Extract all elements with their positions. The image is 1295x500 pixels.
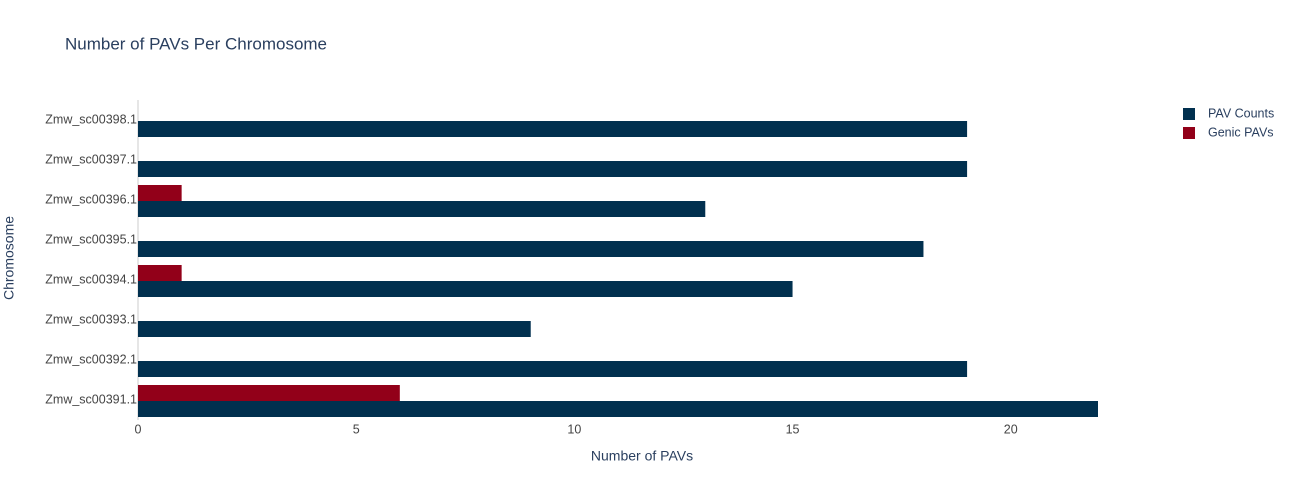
y-tick-label: Zmw_sc00395.1 — [45, 232, 137, 246]
y-tick-label: Zmw_sc00393.1 — [45, 312, 137, 326]
y-tick-label: Zmw_sc00398.1 — [45, 112, 137, 126]
legend-swatch — [1183, 108, 1195, 120]
bar — [138, 241, 924, 257]
x-tick-label: 0 — [135, 422, 142, 436]
y-tick-label: Zmw_sc00396.1 — [45, 192, 137, 206]
legend-label: PAV Counts — [1208, 106, 1274, 120]
bar — [138, 401, 1098, 417]
x-tick-label: 5 — [353, 422, 360, 436]
legend-label: Genic PAVs — [1208, 125, 1274, 139]
bar — [138, 265, 182, 281]
chart-title: Number of PAVs Per Chromosome — [65, 34, 327, 53]
y-tick-label: Zmw_sc00397.1 — [45, 152, 137, 166]
bar — [138, 201, 706, 217]
x-tick-label: 15 — [786, 422, 800, 436]
bar — [138, 321, 531, 337]
bar — [138, 281, 793, 297]
bar — [138, 385, 400, 401]
y-tick-label: Zmw_sc00392.1 — [45, 352, 137, 366]
y-tick-label: Zmw_sc00394.1 — [45, 272, 137, 286]
x-tick-label: 20 — [1004, 422, 1018, 436]
x-axis-title: Number of PAVs — [591, 448, 693, 464]
x-tick-label: 10 — [567, 422, 581, 436]
legend-swatch — [1183, 127, 1195, 139]
bar — [138, 185, 182, 201]
bar — [138, 161, 968, 177]
y-tick-label: Zmw_sc00391.1 — [45, 392, 137, 406]
y-axis-title: Chromosome — [1, 216, 17, 300]
bar — [138, 121, 968, 137]
bar — [138, 361, 968, 377]
